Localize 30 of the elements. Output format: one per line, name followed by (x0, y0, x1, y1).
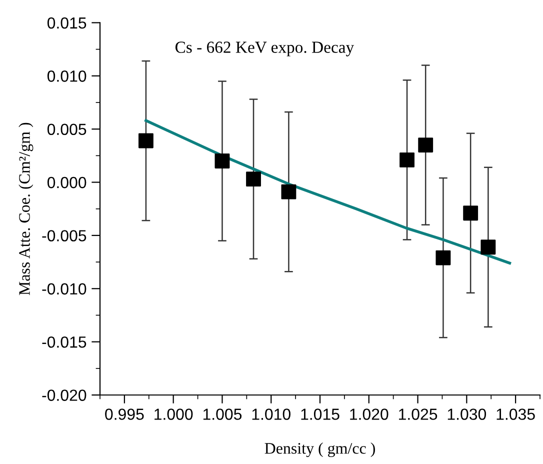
point (400, 152, 414, 168)
x-tick-label: 1.035 (496, 408, 535, 420)
point (418, 138, 434, 152)
x-tick-label: 1.020 (350, 408, 388, 420)
point (138, 133, 154, 148)
y-tick-label: -0.010 (42, 283, 86, 295)
y-tick-label: 0.005 (47, 124, 86, 136)
point (214, 154, 230, 168)
y-tick-label: -0.020 (42, 390, 86, 401)
text: Cs - 662 KeV expo. Decay (175, 42, 354, 56)
y-tick-label: -0.015 (42, 336, 86, 348)
y-tick-label: 0.015 (47, 17, 86, 29)
y-tick-label: 0.000 (47, 176, 86, 188)
x-tick-label: 1.005 (203, 408, 242, 420)
y-tick-label: -0.005 (42, 230, 86, 242)
x-tick-label: 0.995 (105, 408, 144, 420)
point (480, 240, 496, 255)
y-axis-title: Mass Atte. Coe. (Cm²/gm ) (18, 122, 34, 296)
point (463, 206, 478, 221)
point (436, 250, 451, 266)
x-tick-label: 1.000 (154, 408, 193, 420)
point (246, 172, 261, 187)
y-tick-label: 0.010 (47, 70, 86, 82)
x-tick-label: 1.015 (301, 408, 340, 420)
point (281, 184, 296, 200)
x-tick-label: 1.025 (399, 408, 438, 420)
x-axis-title: Density ( gm/cc ) (264, 442, 375, 458)
x-tick-label: 1.010 (252, 408, 290, 420)
x-tick-label: 1.030 (448, 408, 486, 420)
line-series (144, 119, 512, 264)
